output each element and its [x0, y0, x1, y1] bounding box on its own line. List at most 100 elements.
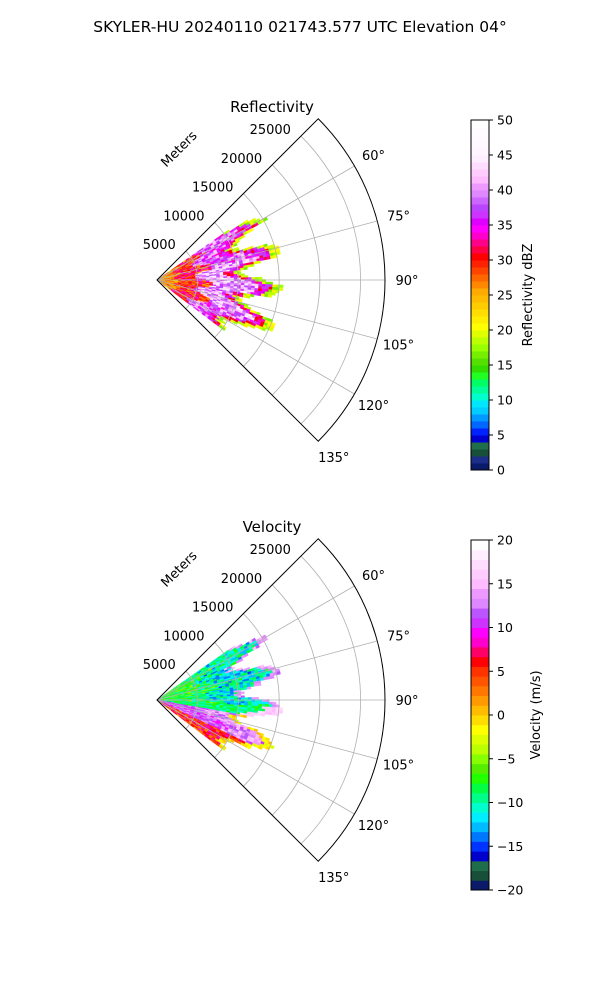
colorbar-segment [471, 705, 489, 715]
colorbar-segment [471, 232, 489, 240]
colorbar-segment [471, 190, 489, 198]
field-cell [255, 277, 259, 279]
field-cell [247, 714, 251, 717]
field-cell [220, 698, 224, 700]
colorbar-segment [471, 589, 489, 599]
range-tick-label: 5000 [143, 658, 176, 673]
field-cell [257, 683, 261, 686]
colorbar-segment [471, 169, 489, 177]
range-tick-label: 25000 [250, 543, 291, 558]
colorbar-segment [471, 400, 489, 408]
colorbar-segment [471, 351, 489, 359]
field-cell [279, 710, 283, 713]
field-cell [266, 284, 270, 287]
field-cell [273, 285, 277, 288]
colorbar-segment [471, 686, 489, 696]
field-cell [250, 294, 254, 297]
azimuth-gridline [157, 641, 377, 700]
azimuth-tick-label: 60° [362, 149, 385, 164]
field-cell [277, 251, 281, 255]
field-cell [240, 715, 244, 718]
colorbar-segment [471, 676, 489, 686]
velocity-grid [157, 539, 385, 861]
colorbar-segment [471, 127, 489, 135]
field-cell [248, 697, 252, 699]
field-cell [248, 277, 252, 279]
colorbar-segment [471, 579, 489, 589]
azimuth-tick-label: 105° [383, 759, 414, 774]
colorbar-tick-label: 20 [497, 533, 513, 548]
colorbar-segment [471, 764, 489, 774]
field-cell [240, 688, 244, 690]
colorbar-segment [471, 715, 489, 725]
colorbar-segment [471, 337, 489, 345]
field-cell [273, 705, 277, 708]
velocity-title: Velocity [243, 518, 302, 536]
field-cell [270, 745, 274, 749]
azimuth-tick-label: 90° [395, 694, 418, 709]
field-cell [234, 278, 238, 280]
colorbar-segment [471, 657, 489, 667]
colorbar-tick-label: 30 [497, 253, 513, 268]
field-cell [254, 293, 258, 296]
field-cell [252, 697, 256, 699]
field-cell [245, 278, 249, 280]
field-cell [244, 267, 248, 270]
colorbar-segment [471, 365, 489, 373]
reflectivity-title: Reflectivity [230, 98, 314, 116]
reflectivity-grid [157, 119, 385, 441]
colorbar-segment [471, 204, 489, 212]
colorbar-segment [471, 197, 489, 205]
colorbar-segment [471, 421, 489, 429]
colorbar-segment [471, 288, 489, 296]
field-cell [272, 292, 276, 295]
field-cell [269, 702, 273, 705]
colorbar-segment [471, 783, 489, 793]
colorbar-segment [471, 851, 489, 861]
field-cell [268, 295, 272, 298]
colorbar-segment [471, 281, 489, 289]
colorbar-segment [471, 773, 489, 783]
colorbar-segment [471, 155, 489, 163]
colorbar-tick-label: 45 [497, 148, 513, 163]
colorbar-segment [471, 803, 489, 813]
field-cell [230, 274, 234, 276]
field-cell [268, 712, 272, 715]
colorbar-tick-label: 5 [497, 664, 505, 679]
field-cell [266, 702, 270, 705]
field-cell [260, 258, 264, 261]
azimuth-tick-label: 135° [318, 451, 349, 466]
field-cell [224, 698, 228, 700]
field-cell [243, 715, 247, 718]
field-cell [241, 276, 245, 278]
field-cell [231, 698, 235, 700]
field-cell [272, 712, 276, 715]
colorbar-segment [471, 628, 489, 638]
colorbar-tick-label: 20 [497, 323, 513, 338]
colorbar-segment [471, 725, 489, 735]
azimuth-tick-label: 120° [358, 399, 389, 414]
colorbar-segment [471, 666, 489, 676]
velocity-colorbar-label: Velocity (m/s) [529, 670, 544, 759]
field-cell [234, 276, 238, 278]
colorbar-segment [471, 260, 489, 268]
colorbar-segment [471, 211, 489, 219]
colorbar-segment [471, 295, 489, 303]
colorbar-segment [471, 871, 489, 881]
colorbar-segment [471, 176, 489, 184]
field-cell [279, 708, 283, 711]
colorbar-segment [471, 386, 489, 394]
colorbar-segment [471, 754, 489, 764]
colorbar-segment [471, 148, 489, 156]
colorbar-segment [471, 618, 489, 628]
colorbar-segment [471, 302, 489, 310]
field-cell [241, 696, 245, 698]
field-cell [231, 278, 235, 280]
colorbar-segment [471, 559, 489, 569]
field-cell [262, 284, 266, 287]
colorbar-segment [471, 608, 489, 618]
field-cell [254, 713, 258, 716]
colorbar-segment [471, 793, 489, 803]
